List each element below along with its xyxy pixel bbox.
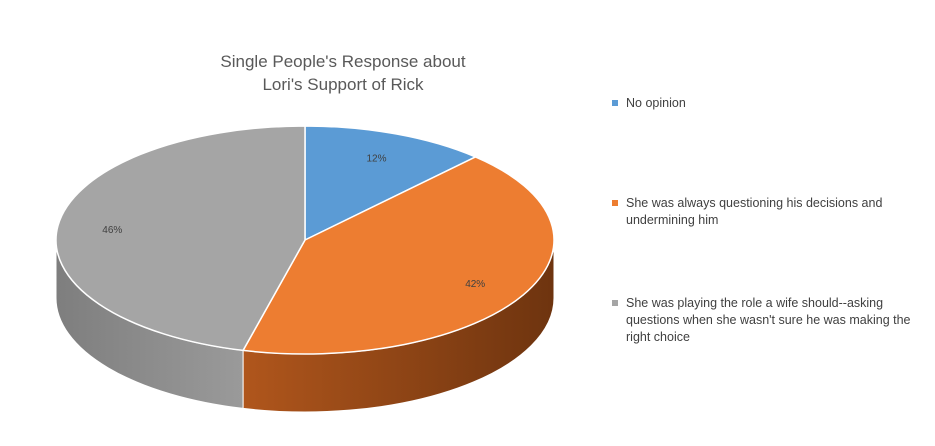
pie-slice-no-opinion (304, 125, 478, 242)
data-label-no-opinion: 12% (366, 153, 386, 164)
legend-label-playing-role: She was playing the role a wife should--… (626, 296, 911, 344)
pie-tops (55, 125, 555, 355)
pie-slice-playing-role (55, 125, 306, 352)
legend-item-questioning: She was always questioning his decisions… (612, 195, 912, 229)
legend-item-playing-role: She was playing the role a wife should--… (612, 295, 912, 346)
pie-slice-questioning (241, 156, 555, 355)
legend-item-no-opinion: No opinion (612, 95, 912, 112)
legend-swatch-questioning (612, 200, 618, 206)
data-label-playing-role: 46% (102, 225, 122, 236)
data-label-questioning: 42% (465, 279, 485, 290)
pie-labels: 12% 42% 46% (102, 153, 485, 290)
legend-label-no-opinion: No opinion (626, 96, 686, 110)
chart-title: Single People's Response about Lori's Su… (168, 50, 518, 96)
legend-swatch-no-opinion (612, 100, 618, 106)
chart-title-line-1: Single People's Response about (220, 52, 466, 71)
legend-swatch-playing-role (612, 300, 618, 306)
legend-label-questioning: She was always questioning his decisions… (626, 196, 883, 227)
chart-title-line-2: Lori's Support of Rick (262, 75, 424, 94)
